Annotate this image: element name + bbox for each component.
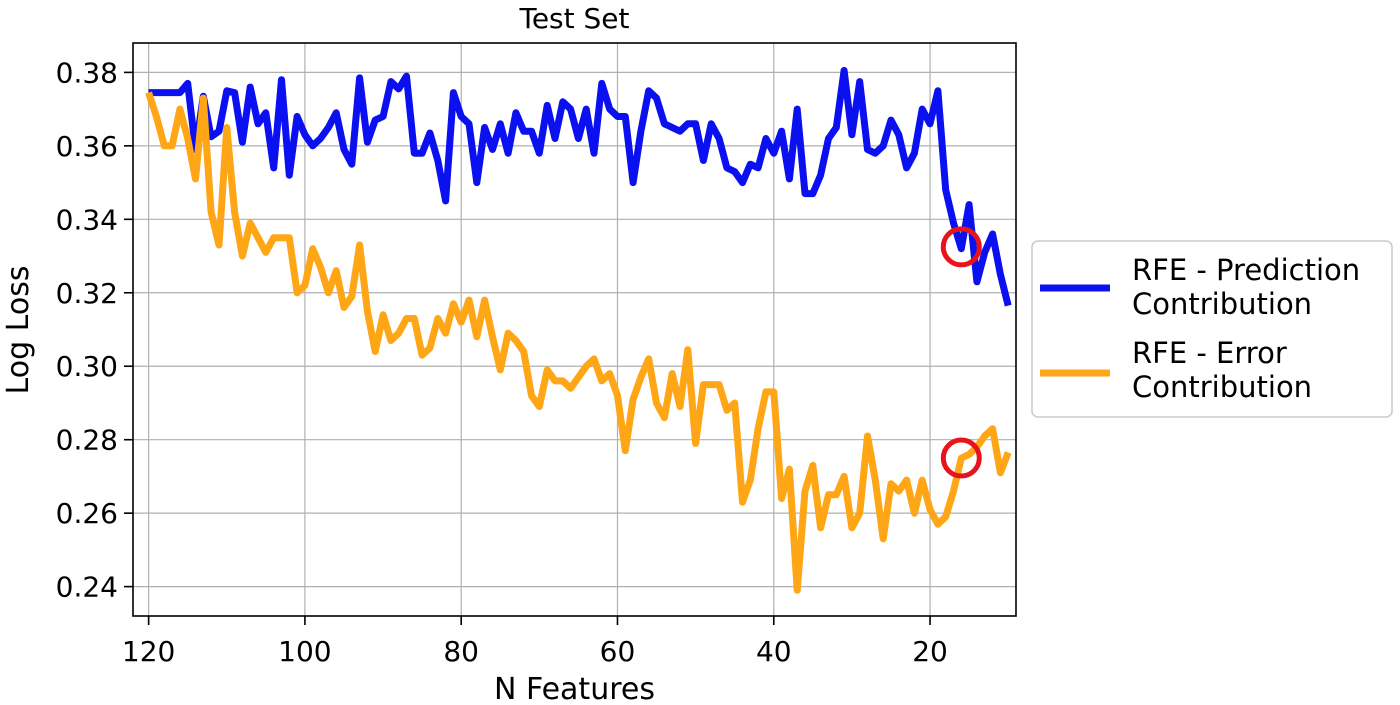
highlight-markers (940, 226, 982, 479)
series-layer (145, 67, 1012, 594)
x-axis-label: N Features (494, 672, 655, 705)
x-tick-label: 20 (912, 635, 948, 668)
y-tick-label: 0.36 (56, 130, 118, 163)
legend-label-error-line2: Contribution (1132, 370, 1312, 404)
y-tick-label: 0.28 (56, 424, 118, 457)
legend-label-prediction-line2: Contribution (1132, 287, 1312, 321)
x-tick-label: 120 (122, 635, 175, 668)
y-tick-label: 0.38 (56, 56, 118, 89)
chart-title: Test Set (518, 2, 629, 35)
highlight-circle (940, 437, 982, 479)
legend-box (1031, 240, 1393, 418)
y-tick-label: 0.30 (56, 350, 118, 383)
series-line-prediction-contribution (148, 67, 1012, 307)
plot-frame (132, 42, 1017, 617)
y-axis-label: Log Loss (1, 266, 36, 395)
y-tick-label: 0.32 (56, 277, 118, 310)
series-line-error-contribution (145, 91, 1012, 594)
highlight-circle (940, 226, 982, 268)
axis-ticks: 120 100 80 60 40 20 0.24 0.26 0.28 0.30 0.32 0.34 0.… (56, 56, 948, 668)
x-tick-label: 100 (278, 635, 331, 668)
x-tick-label: 80 (443, 635, 479, 668)
y-tick-label: 0.24 (56, 571, 118, 604)
x-tick-label: 60 (600, 635, 636, 668)
legend-label-error-line1: RFE - Error (1132, 336, 1287, 370)
x-tick-label: 40 (756, 635, 792, 668)
legend-label-prediction-line1: RFE - Prediction (1132, 253, 1360, 287)
y-tick-label: 0.34 (56, 203, 118, 236)
legend: RFE - Prediction Contribution RFE - Erro… (1031, 240, 1393, 418)
y-tick-label: 0.26 (56, 497, 118, 530)
